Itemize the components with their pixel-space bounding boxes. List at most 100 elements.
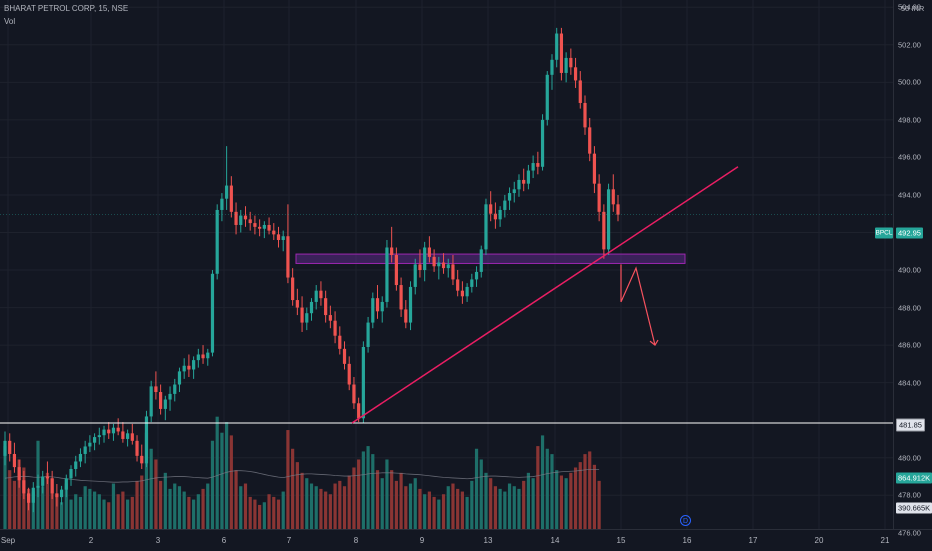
- candle-body: [272, 231, 275, 235]
- volume-badge: 864.912K: [896, 473, 932, 484]
- volume-bar: [164, 473, 167, 529]
- candle-body: [102, 430, 105, 436]
- candle-body: [206, 353, 209, 359]
- dividend-event-icon[interactable]: D: [680, 515, 691, 526]
- volume-bar: [319, 489, 322, 529]
- volume-legend[interactable]: Vol: [4, 17, 15, 26]
- candle-body: [3, 441, 6, 456]
- volume-bar: [546, 449, 549, 529]
- volume-bar: [112, 484, 115, 529]
- last-price-badge: 492.95: [896, 228, 923, 239]
- volume-bar: [480, 459, 483, 529]
- candle-body: [541, 120, 544, 167]
- candle-body: [296, 300, 299, 308]
- candle-body: [84, 446, 87, 454]
- volume-bar: [272, 497, 275, 529]
- candle-body: [437, 263, 440, 267]
- candle-body: [550, 60, 553, 75]
- volume-bar: [315, 486, 318, 529]
- volume-bar: [154, 459, 157, 529]
- candle-body: [456, 279, 459, 290]
- volume-bar: [574, 467, 577, 529]
- volume-bar: [447, 486, 450, 529]
- volume-bar: [79, 497, 82, 529]
- volume-bar: [343, 486, 346, 529]
- candle-body: [390, 248, 393, 256]
- candle-body: [489, 204, 492, 213]
- candle-body: [239, 216, 242, 225]
- candle-body: [310, 302, 313, 313]
- hline-price-badge: 481.85: [896, 419, 925, 432]
- volume-bar: [201, 489, 204, 529]
- volume-bar: [258, 505, 261, 529]
- price-tick-label: 496.00: [898, 153, 921, 162]
- price-tick-label: 480.00: [898, 453, 921, 462]
- support-zone: [296, 254, 685, 263]
- volume-bar: [489, 478, 492, 529]
- volume-bar: [371, 454, 374, 529]
- candle-body: [150, 386, 153, 416]
- candle-body: [428, 248, 431, 257]
- volume-bar: [178, 486, 181, 529]
- candle-body: [480, 249, 483, 272]
- candle-body: [362, 347, 365, 418]
- candle-body: [414, 264, 417, 287]
- volume-bar: [13, 481, 16, 529]
- volume-bar: [249, 497, 252, 529]
- time-tick-label: 8: [354, 536, 358, 545]
- candle-body: [381, 302, 384, 311]
- volume-bar: [390, 470, 393, 529]
- candle-body: [117, 428, 120, 432]
- candle-body: [555, 34, 558, 60]
- volume-bar: [84, 486, 87, 529]
- chart-area[interactable]: BHARAT PETROL CORP, 15, NSE Vol D: [0, 0, 893, 529]
- volume-bar: [399, 473, 402, 529]
- volume-bar: [310, 484, 313, 529]
- volume-bar: [433, 497, 436, 529]
- volume-bar: [220, 433, 223, 529]
- volume-bar: [69, 500, 72, 529]
- volume-bar: [216, 417, 219, 529]
- candle-body: [173, 385, 176, 394]
- candle-body: [319, 291, 322, 299]
- candle-body: [338, 336, 341, 349]
- volume-bar: [437, 500, 440, 529]
- volume-bar: [569, 473, 572, 529]
- volume-bar: [88, 489, 91, 529]
- price-chart[interactable]: [0, 0, 893, 529]
- price-tick-label: 500.00: [898, 78, 921, 87]
- candle-body: [258, 227, 261, 229]
- volume-bar: [333, 484, 336, 529]
- candle-body: [51, 478, 54, 493]
- candle-body: [508, 193, 511, 201]
- candle-body: [404, 309, 407, 322]
- candle-body: [60, 490, 63, 498]
- symbol-legend[interactable]: BHARAT PETROL CORP, 15, NSE: [4, 4, 128, 13]
- candle-body: [423, 248, 426, 271]
- candle-body: [527, 171, 530, 184]
- candle-body: [168, 394, 171, 400]
- candle-body: [267, 225, 270, 231]
- volume-bar: [102, 500, 105, 529]
- time-tick-label: 2: [89, 536, 93, 545]
- volume-bar: [381, 478, 384, 529]
- volume-bar: [225, 422, 228, 529]
- volume-bar: [239, 486, 242, 529]
- volume-bar: [428, 492, 431, 529]
- candle-body: [107, 430, 110, 434]
- candle-body: [583, 103, 586, 127]
- time-axis[interactable]: Sep 2 3 6 7 8 9 13 14 15 16 17 20 21: [0, 529, 932, 551]
- volume-bar: [296, 462, 299, 529]
- candle-body: [588, 127, 591, 153]
- candle-body: [93, 437, 96, 443]
- currency-label[interactable]: 50 INR: [901, 4, 924, 13]
- price-axis[interactable]: 504.00 502.00 500.00 498.00 496.00 494.00 492.…: [893, 0, 932, 529]
- volume-bar: [74, 494, 77, 529]
- price-tick-label: 502.00: [898, 40, 921, 49]
- candle-body: [65, 478, 68, 489]
- candle-body: [220, 199, 223, 210]
- candle-body: [211, 274, 214, 353]
- volume-bar: [230, 435, 233, 529]
- volume-bar: [385, 459, 388, 529]
- price-tick-label: 498.00: [898, 115, 921, 124]
